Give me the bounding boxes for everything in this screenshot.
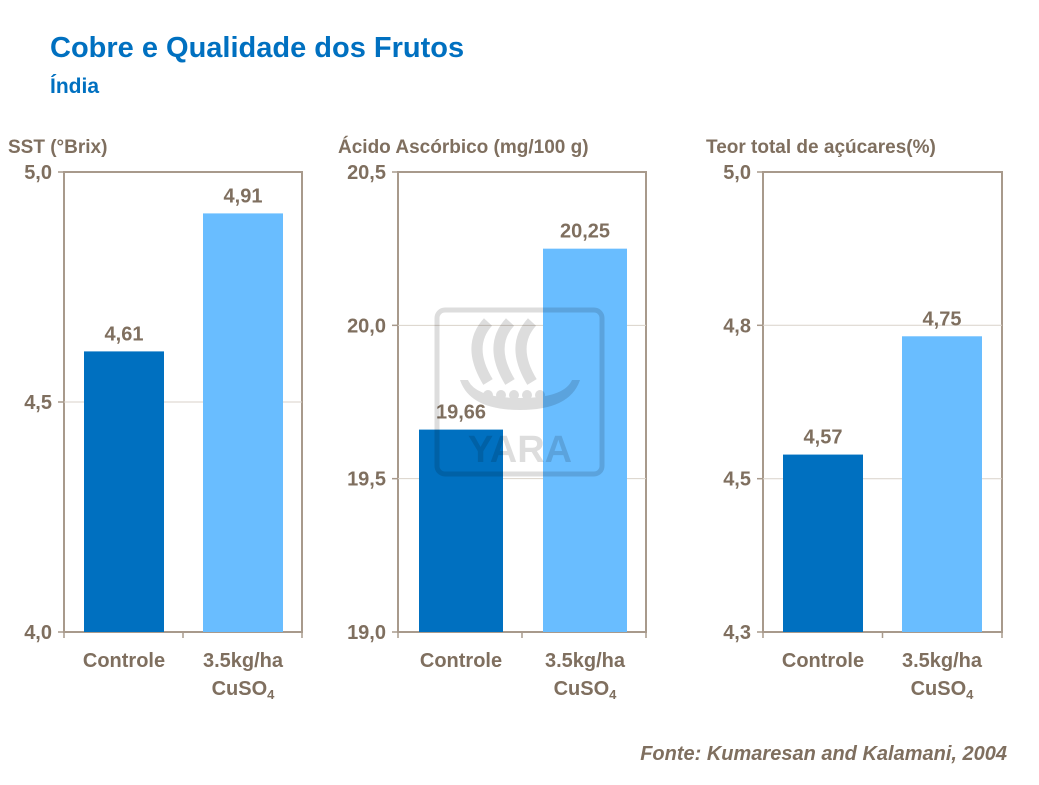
y-tick-label: 19,0 — [347, 622, 386, 644]
y-tick-label: 4,5 — [723, 469, 751, 491]
category-label-line2: CuSO4 — [554, 678, 618, 702]
category-label: 3.5kg/ha — [203, 650, 284, 672]
category-label-line2: CuSO4 — [911, 678, 975, 702]
chart-1: SST (°Brix) 4,0 4,5 5,0 4,61 Controle 4,91 3.5k… — [8, 137, 303, 702]
y-tick-label: 20,5 — [347, 162, 386, 184]
source-citation: Fonte: Kumaresan and Kalamani, 2004 — [640, 743, 1007, 765]
bar-cuso4 — [203, 213, 283, 632]
chart-title: Ácido Ascórbico (mg/100 g) — [338, 136, 589, 158]
data-label: 20,25 — [560, 221, 610, 243]
bar-controle — [783, 454, 863, 632]
y-tick-label: 19,5 — [347, 469, 386, 491]
y-tick-label: 5,0 — [723, 162, 751, 184]
y-tick-label: 4,5 — [24, 392, 52, 414]
svg-text:YARA: YARA — [468, 429, 572, 471]
bar-cuso4 — [543, 248, 627, 632]
data-label: 4,61 — [105, 323, 144, 345]
category-label-line2: CuSO4 — [212, 678, 276, 702]
bar-cuso4 — [902, 336, 982, 632]
bar-controle — [84, 351, 164, 632]
chart-title: Teor total de açúcares(%) — [706, 137, 936, 158]
data-label: 4,75 — [923, 308, 962, 330]
chart-title: SST (°Brix) — [8, 137, 107, 158]
data-label: 4,91 — [224, 185, 263, 207]
page-subtitle: Índia — [50, 75, 100, 98]
category-label: 3.5kg/ha — [545, 650, 626, 672]
chart-3: Teor total de açúcares(%) 4,3 4,5 4,8 5,0 4,5… — [706, 137, 1003, 702]
y-tick-label: 4,8 — [723, 315, 751, 337]
data-label: 4,57 — [804, 427, 843, 449]
y-tick-label: 20,0 — [347, 315, 386, 337]
yara-logo-watermark: YARA — [434, 307, 605, 477]
category-label: Controle — [420, 650, 502, 672]
y-tick-label: 5,0 — [24, 162, 52, 184]
category-label: Controle — [782, 650, 864, 672]
category-label: Controle — [83, 650, 165, 672]
chart-2: Ácido Ascórbico (mg/100 g) 19,0 19,5 20,0 20… — [338, 136, 647, 702]
category-label: 3.5kg/ha — [902, 650, 983, 672]
y-tick-label: 4,3 — [723, 622, 751, 644]
page-title: Cobre e Qualidade dos Frutos — [50, 32, 465, 64]
data-label: 19,66 — [436, 402, 486, 424]
y-tick-label: 4,0 — [24, 622, 52, 644]
bar-controle — [419, 429, 503, 632]
